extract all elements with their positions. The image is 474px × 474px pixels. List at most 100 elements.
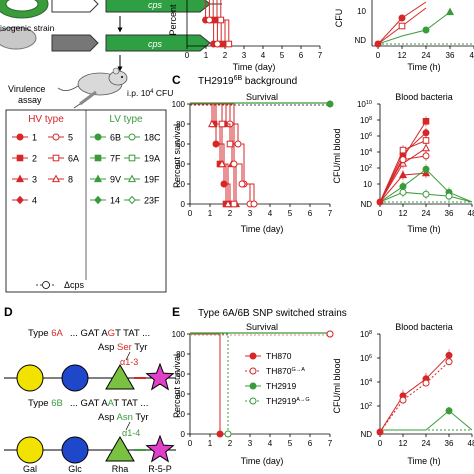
assay-label: assay [18,95,42,105]
bacteria-point [422,129,430,137]
x-tick-label: 36 [445,209,454,218]
x-tick-label: 0 [188,209,193,218]
ribitol-phosphate-icon [145,362,175,391]
legend-label: TH870 [266,351,292,361]
x-tick-label: 5 [288,209,293,218]
x-tick-label: 0 [376,51,381,60]
hv-legend-label: 8 [68,175,73,185]
survival-point [213,40,221,48]
acapsular-bacterium-icon [0,26,37,50]
survival-point [217,159,227,168]
hv-legend-marker [51,174,61,183]
survival-point [216,430,224,438]
y-tick-label: 60 [176,140,185,149]
x-tick-label: 24 [422,439,431,448]
bacteria-point [398,170,408,179]
x-tick-label: 3 [248,439,253,448]
survival-point [224,430,232,438]
survival-end-point [326,330,334,338]
bacteria-point [421,143,431,152]
sugar-label-r5p: R-5-P [148,464,172,474]
bacteria-point [445,351,453,359]
panel-c-xlabel: Time (day) [241,224,284,234]
y-tick-label: 108 [360,116,372,125]
y-tick-label: 108 [360,330,372,339]
seq-6a: ... GAT AGT TAT ... [70,328,150,339]
bacteria-point [398,14,406,22]
legend-label: TH2919A→G [266,396,310,406]
x-tick-label: 2 [228,209,233,218]
cps-gene-label: cps [148,0,163,10]
type-6b-label: Type 6B [28,398,63,409]
survival-curve [190,103,237,204]
bacteria-point [422,26,430,34]
x-tick-label: 7 [318,51,323,60]
panel-e-survival-title: Survival [246,322,278,332]
y-tick-label: 106 [360,354,372,363]
legend-label: TH870G→A [266,366,305,376]
lv-legend-label: 23F [144,196,160,206]
x-tick-label: 2 [228,439,233,448]
bacteria-point [422,190,430,198]
syringe-icon [73,90,97,109]
x-tick-label: 0 [185,51,190,60]
x-tick-label: 0 [378,209,383,218]
panel-e-ylabel: Percent survival [172,354,182,418]
panel-b-right-ytick: 10 [357,7,366,16]
panel-c-ylabel: Percent survival [172,124,182,188]
lv-legend-marker [127,174,137,183]
rhamnose-icon [105,436,135,462]
bacteria-point [399,188,407,196]
gene-arrow-white [51,0,99,13]
y-tick-label: ND [360,430,372,439]
x-tick-label: 2 [223,51,228,60]
cps-gene-label-2: cps [148,39,163,49]
bacteria-point [398,22,406,30]
hv-legend-marker [16,154,24,162]
x-tick-label: 6 [308,209,313,218]
panel-c-header: TH29196B background [198,75,297,87]
survival-point [238,180,246,188]
x-tick-label: 12 [399,439,408,448]
x-tick-label: 7 [328,209,333,218]
lv-legend-label: 6B [110,133,121,143]
legend-label: TH2919 [266,381,297,391]
survival-point [212,140,220,148]
survival-end-point [326,100,334,108]
x-tick-label: 0 [378,439,383,448]
x-tick-label: 48 [468,439,474,448]
hv-legend-label: 1 [32,133,37,143]
panel-e-right-xlabel: Time (h) [407,456,440,466]
survival-point [218,120,226,128]
hv-legend-label: 3 [32,175,37,185]
x-tick-label: 4 [268,209,273,218]
galactose-icon [16,436,44,464]
glucose-icon [61,364,89,392]
x-tick-label: 12 [399,209,408,218]
x-tick-label: 1 [204,51,209,60]
panel-b-right-xlabel: Time (h) [407,62,440,72]
y-tick-label: ND [360,200,372,209]
bacteria-point [422,152,430,160]
x-tick-label: 36 [445,439,454,448]
lv-legend-label: 19F [144,175,160,185]
y-tick-label: 102 [360,164,372,173]
y-tick-label: 0 [181,200,186,209]
x-tick-label: 1 [208,209,213,218]
panel-e-letter: E [172,305,180,319]
y-tick-label: 40 [176,390,185,399]
panel-d: D Type 6A ... GAT AGT TAT ... Asp Ser Ty… [4,305,176,474]
cps-gene-arrow [105,0,211,13]
lv-legend-marker [94,154,102,162]
aa-6a: Asp Ser Tyr [98,342,147,353]
hv-legend-marker [15,174,25,183]
bacteria-point [422,165,430,173]
panel-e-right-ylabel: CFU/ml blood [332,358,342,413]
x-tick-label: 4 [268,439,273,448]
sugar-label-glc: Glc [68,464,82,474]
lv-legend-marker [128,195,136,205]
panel-d-letter: D [4,305,13,319]
hv-legend-label: 2 [32,154,37,164]
